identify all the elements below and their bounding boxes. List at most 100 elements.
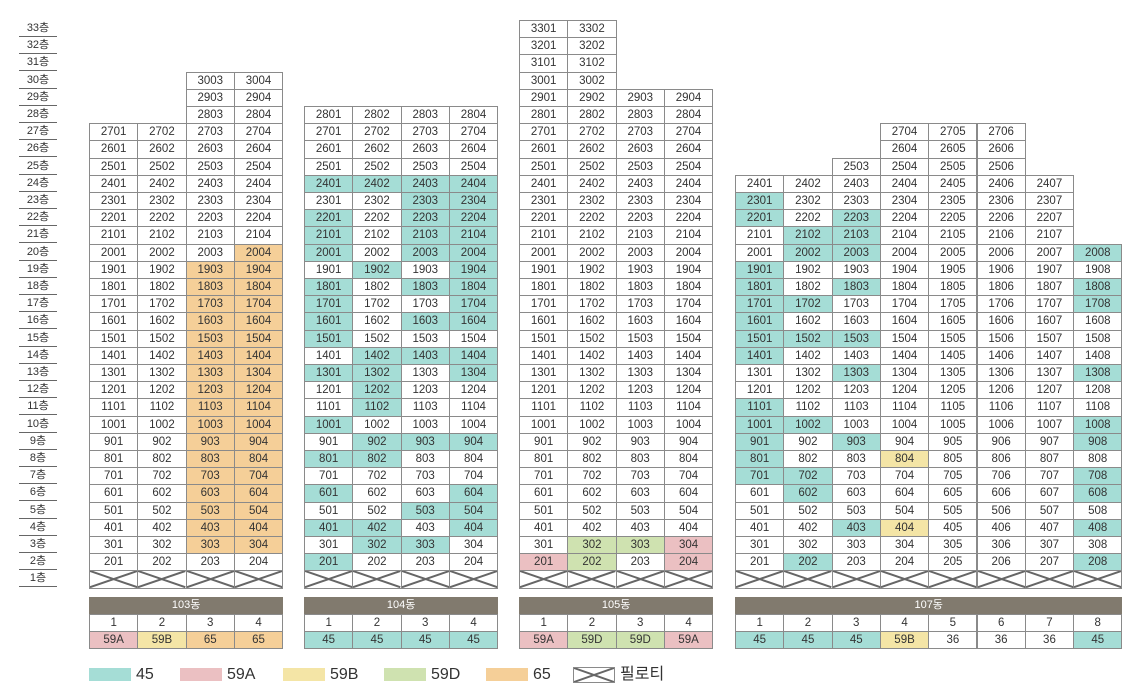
- unit-cell: 1803: [615, 278, 665, 297]
- unit-cell: 2102: [567, 226, 617, 245]
- unit-cell: 1304: [663, 364, 714, 383]
- unit-cell: 703: [831, 467, 881, 486]
- unit-cell: 1305: [928, 364, 978, 383]
- building-name: 105동: [519, 597, 714, 614]
- unit-cell: 2703: [185, 123, 235, 142]
- floor-label: 26층: [19, 140, 57, 158]
- unit-cell: 2903: [615, 88, 665, 107]
- unit-cell: 2901: [519, 88, 569, 107]
- unit-cell: 802: [352, 450, 402, 469]
- unit-cell: 1103: [615, 398, 665, 417]
- unit-cell: 2004: [663, 243, 714, 262]
- unit-cell: 1906: [976, 260, 1026, 279]
- floor-label: 9층: [19, 433, 57, 450]
- unit-cell: 2102: [137, 226, 187, 245]
- legend-label: 59D: [431, 666, 461, 683]
- unit-cell: 2202: [783, 209, 833, 228]
- unit-cell: 402: [137, 518, 187, 537]
- unit-cell: 1604: [879, 312, 930, 331]
- unit-cell: 1901: [519, 260, 569, 279]
- unit-cell: 1804: [663, 278, 714, 297]
- unit-cell: 1101: [89, 398, 139, 417]
- unit-cell: 2701: [89, 123, 139, 142]
- legend-swatch: [89, 668, 131, 681]
- line-number: 1: [519, 614, 569, 633]
- unit-cell: 2602: [352, 140, 402, 159]
- floor-label: 4층: [19, 519, 57, 536]
- unit-cell: 906: [976, 432, 1026, 451]
- unit-cell: 1702: [783, 295, 833, 314]
- floor-label: 33층: [19, 20, 57, 37]
- unit-cell: 1008: [1073, 415, 1123, 434]
- unit-cell: 1102: [783, 398, 833, 417]
- unit-cell: 2702: [567, 123, 617, 142]
- unit-cell: 504: [448, 501, 499, 520]
- unit-cell: 1902: [137, 260, 187, 279]
- unit-cell: 2204: [879, 209, 930, 228]
- unit-cell: 801: [735, 450, 785, 469]
- unit-cell: 1108: [1073, 398, 1123, 417]
- unit-cell: 803: [831, 450, 881, 469]
- unit-cell: 2302: [783, 192, 833, 211]
- unit-cell: 1007: [1024, 415, 1075, 434]
- unit-cell: 201: [89, 553, 139, 572]
- unit-cell: 804: [448, 450, 499, 469]
- line-type: 45: [352, 631, 402, 650]
- legend-label: 45: [136, 666, 154, 683]
- line-type: 59B: [137, 631, 187, 650]
- unit-cell: 2307: [1024, 192, 1075, 211]
- unit-cell: 202: [352, 553, 402, 572]
- unit-cell: 202: [567, 553, 617, 572]
- unit-cell: 2502: [137, 157, 187, 176]
- unit-cell: 1201: [304, 381, 354, 400]
- floor-label: 30층: [19, 72, 57, 89]
- unit-cell: 704: [663, 467, 714, 486]
- unit-cell: 2103: [831, 226, 881, 245]
- unit-cell: 702: [352, 467, 402, 486]
- unit-cell: 1202: [137, 381, 187, 400]
- unit-cell: 2204: [448, 209, 499, 228]
- unit-cell: 1501: [304, 329, 354, 348]
- unit-cell: 1807: [1024, 278, 1075, 297]
- unit-cell: 2303: [185, 192, 235, 211]
- unit-cell: 2406: [976, 174, 1026, 193]
- floor-label: 21층: [19, 226, 57, 244]
- line-type: 45: [400, 631, 450, 650]
- unit-cell: 302: [352, 536, 402, 555]
- line-type: 36: [976, 631, 1026, 650]
- unit-cell: 203: [185, 553, 235, 572]
- unit-cell: 203: [400, 553, 450, 572]
- unit-cell: 205: [928, 553, 978, 572]
- unit-cell: 903: [400, 432, 450, 451]
- line-type: 65: [233, 631, 284, 650]
- unit-cell: 404: [233, 518, 284, 537]
- unit-cell: 1501: [735, 329, 785, 348]
- piloti-cell: [831, 570, 881, 589]
- floor-label: 32층: [19, 37, 57, 55]
- unit-cell: 1001: [519, 415, 569, 434]
- unit-cell: 1404: [233, 346, 284, 365]
- unit-cell: 2704: [663, 123, 714, 142]
- unit-cell: 3302: [567, 20, 617, 39]
- unit-cell: 1602: [137, 312, 187, 331]
- unit-cell: 1603: [400, 312, 450, 331]
- unit-cell: 2703: [400, 123, 450, 142]
- unit-cell: 1602: [783, 312, 833, 331]
- unit-cell: 301: [304, 536, 354, 555]
- legend-label: 65: [533, 666, 551, 683]
- unit-cell: 1704: [879, 295, 930, 314]
- unit-cell: 901: [519, 432, 569, 451]
- line-type: 59A: [89, 631, 139, 650]
- unit-cell: 403: [615, 518, 665, 537]
- line-type: 45: [304, 631, 354, 650]
- unit-cell: 1705: [928, 295, 978, 314]
- piloti-cell: [783, 570, 833, 589]
- unit-cell: 2101: [735, 226, 785, 245]
- unit-cell: 604: [663, 484, 714, 503]
- unit-cell: 401: [89, 518, 139, 537]
- piloti-cell: [89, 570, 139, 589]
- unit-cell: 1003: [400, 415, 450, 434]
- unit-cell: 2501: [89, 157, 139, 176]
- unit-cell: 1006: [976, 415, 1026, 434]
- unit-cell: 2202: [567, 209, 617, 228]
